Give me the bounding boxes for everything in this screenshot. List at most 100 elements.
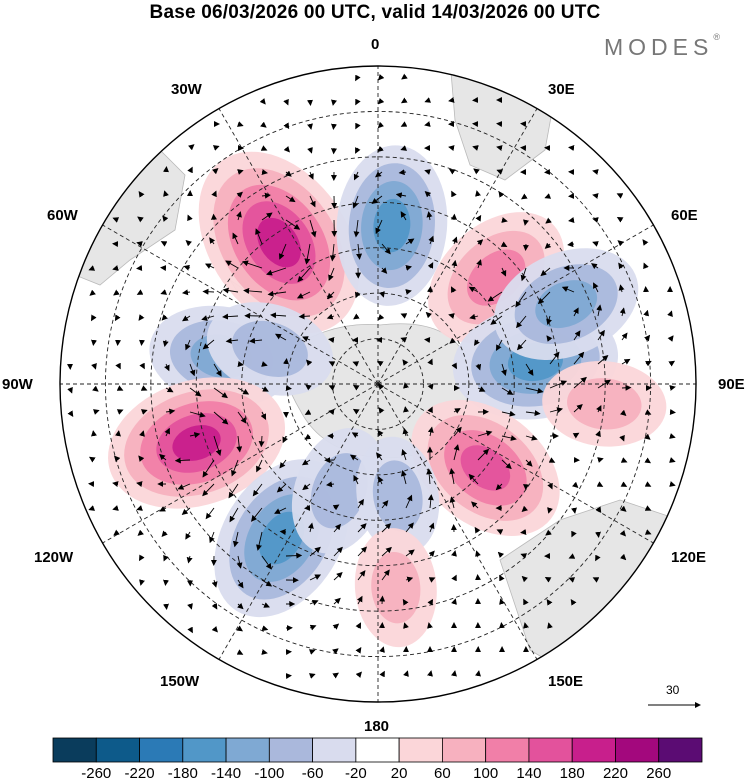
wind-arrow (548, 457, 556, 463)
wind-arrow (211, 579, 218, 588)
wind-arrow (427, 426, 434, 437)
wind-arrow (498, 191, 505, 198)
wind-arrow (162, 339, 169, 348)
wind-arrow (163, 579, 169, 586)
wind-arrow (645, 360, 652, 367)
wind-arrow (427, 262, 434, 269)
wind-arrow (237, 602, 244, 610)
wind-arrow (592, 169, 599, 175)
wind-arrow (568, 145, 575, 151)
wind-arrow (405, 265, 413, 271)
wind-arrow (573, 330, 581, 341)
wind-arrow (261, 212, 273, 221)
wind-arrow (115, 430, 121, 437)
wind-arrow (616, 216, 624, 223)
wind-arrow (258, 435, 265, 448)
wind-arrow (669, 409, 676, 415)
wind-arrow (400, 211, 407, 221)
latitude-circle (286, 292, 470, 476)
wind-arrow (525, 387, 544, 394)
wind-arrow (256, 531, 263, 551)
wind-arrow (400, 97, 408, 104)
wind-arrow (619, 307, 626, 317)
wind-arrow (231, 459, 239, 477)
wind-arrow (189, 363, 196, 377)
wind-arrow (304, 433, 312, 440)
wind-arrow (225, 260, 239, 269)
wind-arrow (139, 430, 145, 437)
wind-arrow (451, 598, 457, 605)
wind-arrow (549, 351, 560, 365)
wind-arrow (116, 409, 124, 415)
wind-arrow (159, 506, 167, 512)
wind-arrow (202, 288, 215, 295)
lon-label-120w: 120W (34, 549, 74, 566)
wind-arrow (371, 195, 383, 204)
wind-arrow (332, 623, 340, 630)
wind-arrow (328, 337, 335, 343)
wind-arrow (256, 459, 263, 473)
wind-arrow (331, 99, 337, 106)
map-border (59, 65, 697, 703)
wind-arrow (332, 672, 339, 679)
wind-arrow (261, 625, 269, 632)
lon-label-120e: 120E (671, 549, 707, 566)
wind-arrow (211, 190, 217, 198)
wind-arrow (309, 599, 319, 606)
wind-arrow (496, 145, 503, 151)
wind-arrow (573, 376, 587, 389)
wind-arrow (592, 193, 599, 199)
wind-arrow (501, 217, 508, 223)
wind-arrow (237, 169, 244, 175)
wind-arrow (403, 406, 409, 413)
wind-arrow (487, 291, 503, 302)
wind-arrow (252, 483, 263, 497)
wind-arrow (619, 409, 627, 417)
wind-arrow (496, 529, 504, 535)
wind-arrow (573, 351, 585, 365)
wind-arrow (304, 409, 312, 415)
wind-arrow (136, 241, 143, 247)
wind-arrow (355, 98, 361, 106)
wind-arrow (381, 523, 392, 533)
wind-arrow (229, 507, 239, 523)
wind-arrow (520, 529, 527, 535)
wind-vectors (67, 73, 676, 679)
lon-label-30e: 30E (548, 81, 575, 98)
wind-arrow (222, 313, 239, 320)
meridian-line (377, 383, 654, 544)
wind-arrow (261, 361, 268, 367)
wind-arrow (232, 232, 239, 245)
wind-arrow (451, 259, 458, 269)
wind-arrow (474, 526, 481, 534)
wind-arrow (453, 444, 460, 461)
wind-arrow (112, 217, 120, 223)
wind-arrow (379, 291, 385, 298)
wind-arrow (298, 313, 311, 320)
wind-arrow (472, 145, 479, 151)
wind-arrow (596, 405, 602, 413)
wind-arrow (501, 387, 514, 395)
wind-arrow (236, 625, 243, 632)
colorbar-swatch (225, 737, 270, 763)
wind-arrow (278, 243, 287, 260)
wind-arrow (571, 481, 579, 489)
wind-arrow (451, 190, 457, 198)
wind-arrow (186, 555, 193, 564)
wind-arrow (477, 430, 493, 437)
wind-arrow (500, 267, 507, 277)
wind-arrow (164, 363, 170, 372)
wind-arrow (331, 123, 337, 130)
wind-arrow (643, 262, 649, 270)
wind-arrow (236, 649, 244, 655)
wind-arrow (448, 313, 455, 319)
wind-arrow (189, 411, 206, 418)
wind-arrow (448, 145, 455, 151)
wind-arrow (405, 522, 414, 533)
colorbar-swatch (441, 737, 487, 763)
colorbar-tick-label: 220 (602, 765, 628, 782)
wind-arrow (475, 214, 482, 222)
wind-arrow (282, 435, 288, 444)
wind-arrow (643, 309, 650, 317)
wind-arrow (243, 287, 263, 294)
